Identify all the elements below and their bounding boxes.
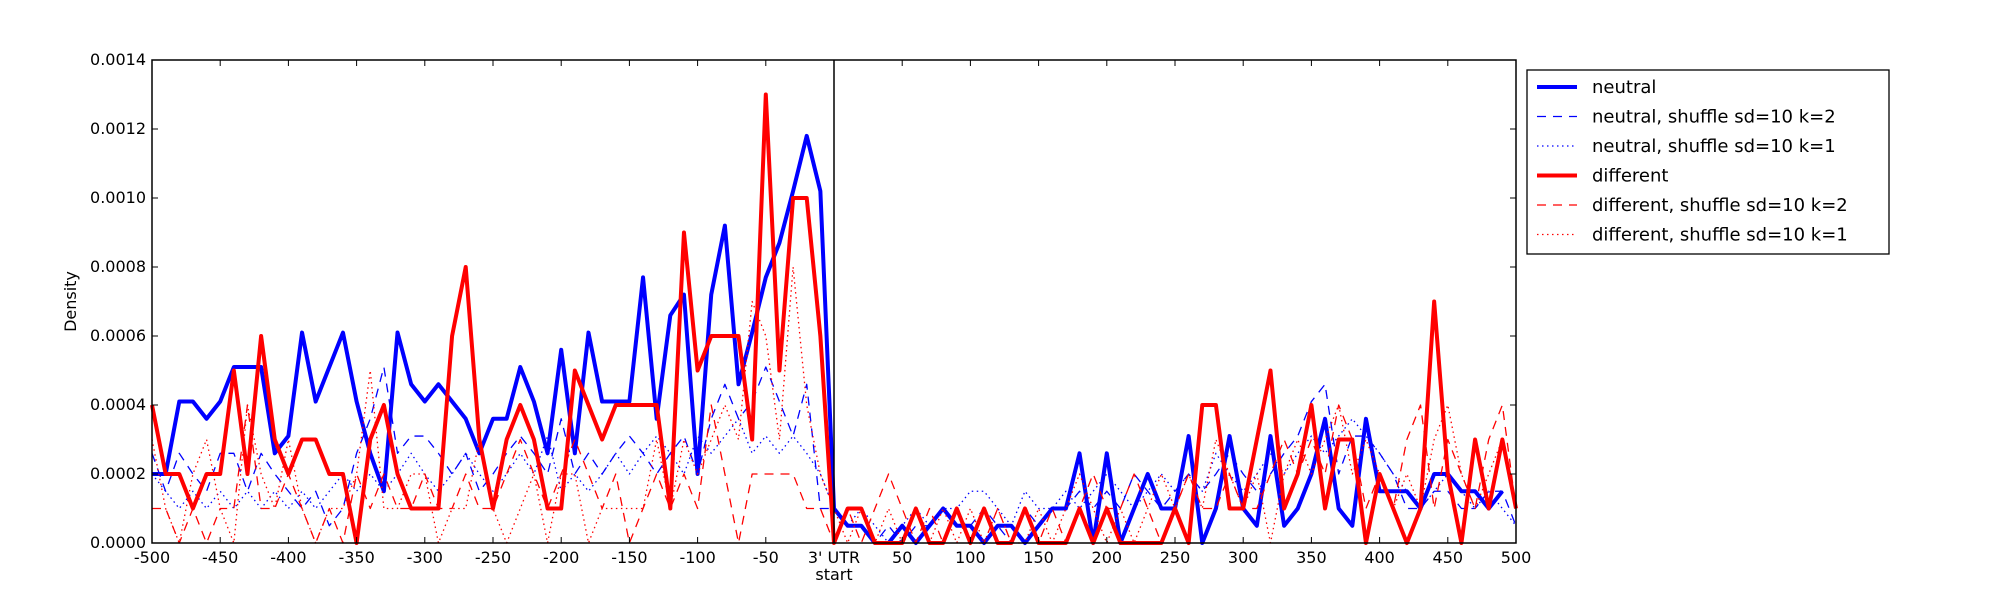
x-axis: -500 -450 -400 -350 -300 -250 -200 -150 -100 -50 3… — [134, 60, 1531, 567]
x-tick-label: 350 — [1296, 548, 1327, 567]
series-line-0 — [152, 133, 1504, 545]
y-axis: 0.0000 0.0002 0.0004 0.0006 0.0008 0.0010 0.00… — [90, 50, 1516, 552]
legend-label-5: different, shuffle sd=10 k=1 — [1592, 225, 1848, 246]
x-tick-label: -350 — [338, 548, 374, 567]
x-tick-label: 450 — [1433, 548, 1464, 567]
y-tick-label: 0.0002 — [90, 464, 146, 483]
x-tick-label: 200 — [1092, 548, 1123, 567]
y-tick-label: 0.0004 — [90, 395, 146, 414]
x-tick-label: 150 — [1023, 548, 1054, 567]
x-tick-label: -450 — [202, 548, 238, 567]
x-tick-label: 300 — [1228, 548, 1259, 567]
legend-label-4: different, shuffle sd=10 k=2 — [1592, 195, 1848, 216]
x-tick-label: -150 — [611, 548, 647, 567]
x-tick-label: 500 — [1501, 548, 1532, 567]
x-tick-label: -500 — [134, 548, 170, 567]
legend-box — [1526, 69, 1890, 255]
x-tick-label: 100 — [955, 548, 986, 567]
legend: neutral neutral, shuffle sd=10 k=2 neutral… — [1526, 69, 1890, 255]
x-tick-label: -100 — [679, 548, 715, 567]
legend-label-1: neutral, shuffle sd=10 k=2 — [1592, 107, 1836, 128]
y-tick-label: 0.0014 — [90, 50, 146, 69]
series-line-1 — [151, 366, 1517, 544]
x-tick-label: -50 — [753, 548, 779, 567]
y-tick-label: 0.0008 — [90, 257, 146, 276]
x-axis-label: start — [815, 565, 852, 584]
x-tick-label: 400 — [1364, 548, 1395, 567]
y-tick-label: 0.0006 — [90, 326, 146, 345]
y-tick-label: 0.0000 — [90, 533, 146, 552]
x-tick-label: -400 — [270, 548, 306, 567]
x-tick-label: 250 — [1160, 548, 1191, 567]
legend-label-2: neutral, shuffle sd=10 k=1 — [1592, 136, 1836, 157]
x-tick-label: -200 — [543, 548, 579, 567]
y-axis-label: Density — [61, 271, 80, 332]
legend-label-3: different — [1592, 166, 1668, 187]
x-tick-label: 50 — [892, 548, 912, 567]
y-tick-label: 0.0010 — [90, 188, 146, 207]
x-tick-label: 3' UTR — [808, 548, 860, 567]
y-tick-label: 0.0012 — [90, 119, 146, 138]
x-tick-label: -300 — [407, 548, 443, 567]
x-tick-label: -250 — [475, 548, 511, 567]
legend-label-0: neutral — [1592, 77, 1656, 98]
